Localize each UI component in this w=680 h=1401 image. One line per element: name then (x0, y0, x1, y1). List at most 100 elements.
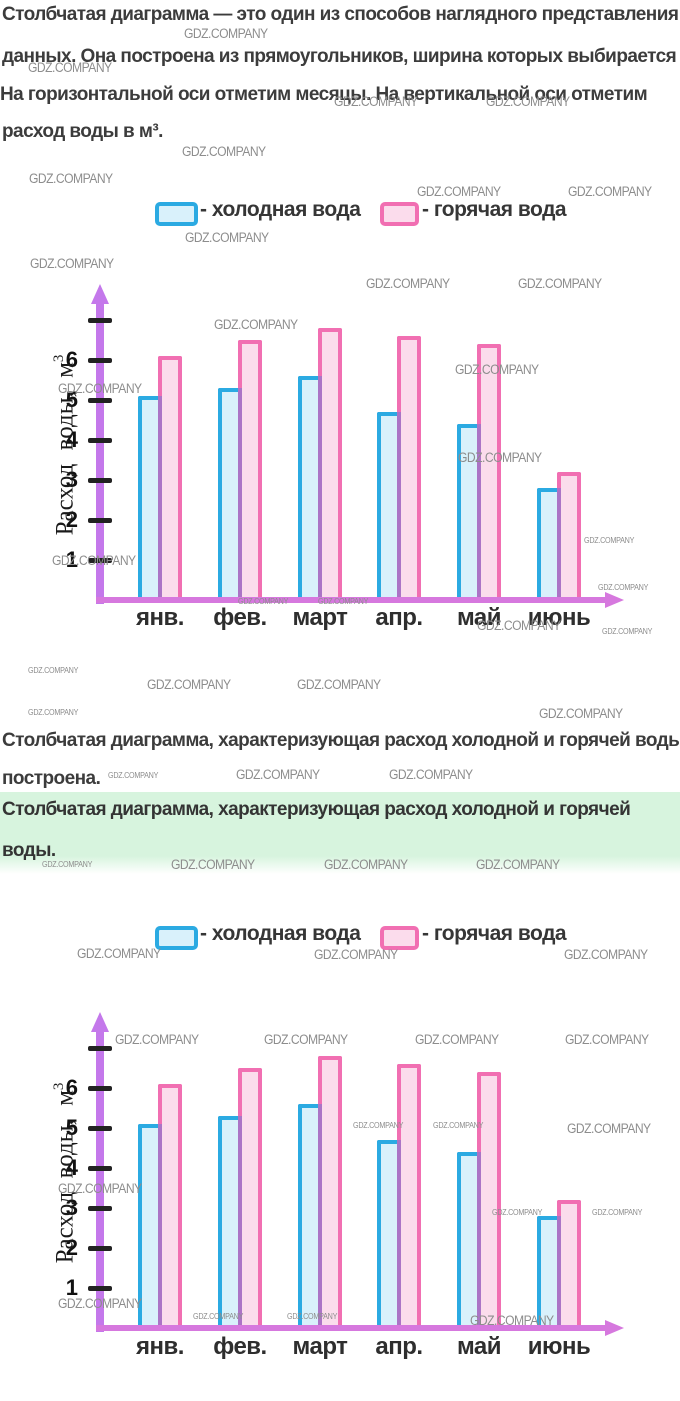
legend2-hot-label: - горячая вода (422, 922, 567, 945)
y-tick-label-5: 5 (65, 1115, 78, 1140)
watermark: GDZ.COMPANY (171, 857, 255, 872)
bar-overlap-март (318, 376, 322, 600)
watermark: GDZ.COMPANY (470, 1313, 554, 1328)
y-tick-label-5: 5 (65, 387, 78, 412)
watermark: GDZ.COMPANY (486, 94, 570, 109)
y-tick-label-2: 2 (65, 507, 78, 532)
x-axis (96, 1325, 605, 1331)
watermark: GDZ.COMPANY (147, 677, 231, 692)
y-tick-4 (88, 438, 112, 443)
y-axis (96, 298, 104, 604)
watermark: GDZ.COMPANY (458, 450, 542, 465)
watermark: GDZ.COMPANY (184, 26, 268, 41)
x-axis-arrow-icon (605, 592, 624, 608)
watermark: GDZ.COMPANY (28, 708, 79, 717)
x-axis-arrow-icon (605, 1320, 624, 1336)
watermark: GDZ.COMPANY (193, 1312, 244, 1321)
y-tick-3 (88, 1206, 112, 1211)
y-tick-2 (88, 518, 112, 523)
watermark: GDZ.COMPANY (568, 184, 652, 199)
watermark: GDZ.COMPANY (334, 94, 418, 109)
legend2-hot-swatch (380, 926, 419, 950)
watermark: GDZ.COMPANY (417, 184, 501, 199)
highlight-answer-block: Столбчатая диаграмма, характеризующая ра… (0, 792, 680, 874)
watermark: GDZ.COMPANY (77, 946, 161, 961)
x-axis-label-июнь: июнь (527, 1333, 591, 1360)
watermark: GDZ.COMPANY (185, 230, 269, 245)
y-tick-7 (88, 1046, 112, 1051)
mid-text-line-2: построена. (2, 768, 101, 789)
y-tick-6 (88, 358, 112, 363)
watermark: GDZ.COMPANY (598, 583, 649, 592)
watermark: GDZ.COMPANY (115, 1032, 199, 1047)
x-axis-label-янв.: янв. (136, 1333, 184, 1360)
watermark: GDZ.COMPANY (433, 1121, 484, 1130)
intro-line-1: Столбчатая диаграмма — это один из спосо… (2, 4, 679, 25)
watermark: GDZ.COMPANY (287, 1312, 338, 1321)
y-tick-label-4: 4 (65, 427, 78, 452)
mid-text-line-1: Столбчатая диаграмма, характеризующая ра… (2, 730, 680, 751)
watermark: GDZ.COMPANY (214, 317, 298, 332)
legend-hot-label: - горячая вода (422, 198, 567, 221)
legend2-cold-label: - холодная вода (200, 922, 361, 945)
watermark: GDZ.COMPANY (539, 706, 623, 721)
watermark: GDZ.COMPANY (353, 1121, 404, 1130)
watermark: GDZ.COMPANY (592, 1208, 643, 1217)
y-tick-1 (88, 558, 112, 563)
watermark: GDZ.COMPANY (236, 767, 320, 782)
bar-overlap-янв. (158, 396, 162, 600)
watermark: GDZ.COMPANY (42, 860, 93, 869)
y-tick-5 (88, 398, 112, 403)
y-tick-label-1: 1 (65, 1275, 78, 1300)
bar-overlap-июнь (557, 1216, 561, 1328)
watermark: GDZ.COMPANY (58, 1296, 142, 1311)
watermark: GDZ.COMPANY (58, 381, 142, 396)
bar-overlap-апр. (397, 412, 401, 600)
x-axis-label-март: март (292, 604, 348, 631)
bar-overlap-фев. (238, 1116, 242, 1328)
y-tick-label-3: 3 (65, 1195, 78, 1220)
bar-overlap-янв. (158, 1124, 162, 1328)
y-tick-label-2: 2 (65, 1235, 78, 1260)
y-tick-2 (88, 1246, 112, 1251)
y-tick-label-1: 1 (65, 547, 78, 572)
bar-overlap-апр. (397, 1140, 401, 1328)
x-axis-label-май: май (456, 1333, 502, 1360)
x-axis-label-фев.: фев. (213, 1333, 267, 1360)
bar-overlap-май (477, 1152, 481, 1328)
watermark: GDZ.COMPANY (389, 767, 473, 782)
watermark: GDZ.COMPANY (455, 362, 539, 377)
y-tick-label-4: 4 (65, 1155, 78, 1180)
watermark: GDZ.COMPANY (58, 1181, 142, 1196)
y-tick-label-6: 6 (65, 1075, 78, 1100)
bar-overlap-июнь (557, 488, 561, 600)
x-axis-label-фев.: фев. (213, 604, 267, 631)
x-axis-label-май: май (456, 604, 502, 631)
y-axis-arrow-icon (91, 284, 109, 304)
watermark: GDZ.COMPANY (415, 1032, 499, 1047)
y-tick-4 (88, 1166, 112, 1171)
legend-cold-swatch (155, 202, 198, 226)
x-axis (96, 597, 605, 603)
y-tick-7 (88, 318, 112, 323)
y-tick-6 (88, 1086, 112, 1091)
watermark: GDZ.COMPANY (318, 597, 369, 606)
bar-overlap-фев. (238, 388, 242, 600)
watermark: GDZ.COMPANY (264, 1032, 348, 1047)
x-axis-label-июнь: июнь (527, 604, 591, 631)
watermark: GDZ.COMPANY (518, 276, 602, 291)
y-tick-label-3: 3 (65, 467, 78, 492)
watermark: GDZ.COMPANY (567, 1121, 651, 1136)
intro-line-4: расход воды в м³. (2, 121, 163, 142)
watermark: GDZ.COMPANY (238, 597, 289, 606)
x-axis-label-янв.: янв. (136, 604, 184, 631)
watermark: GDZ.COMPANY (564, 947, 648, 962)
intro-line-3: На горизонтальной оси отметим месяцы. На… (0, 84, 648, 105)
y-axis (96, 1026, 104, 1332)
watermark: GDZ.COMPANY (52, 553, 136, 568)
watermark: GDZ.COMPANY (477, 618, 561, 633)
